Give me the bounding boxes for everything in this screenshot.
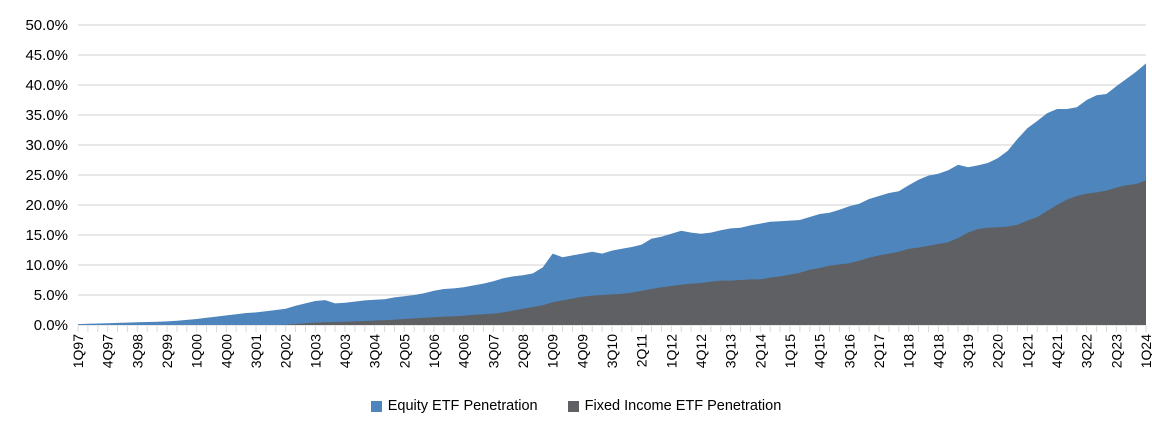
y-tick-label: 40.0%	[25, 77, 68, 94]
y-tick-label: 20.0%	[25, 197, 68, 214]
x-tick-label: 2Q05	[396, 334, 412, 368]
y-tick-label: 25.0%	[25, 167, 68, 184]
y-tick-label: 35.0%	[25, 107, 68, 124]
x-tick-label: 3Q04	[367, 334, 383, 368]
legend-label-fixed-income: Fixed Income ETF Penetration	[584, 398, 782, 414]
y-gridlines	[78, 24, 1146, 326]
x-tick-label: 3Q01	[248, 334, 264, 368]
legend-label-equity: Equity ETF Penetration	[387, 398, 538, 414]
x-tick-label: 3Q16	[841, 334, 857, 368]
legend-swatch-equity	[370, 400, 382, 412]
x-tick-marks	[77, 326, 1147, 332]
x-tick-label: 1Q15	[782, 334, 798, 368]
y-tick-label: 15.0%	[25, 227, 68, 244]
x-tick-label: 2Q23	[1108, 334, 1124, 368]
x-tick-label: 4Q03	[337, 334, 353, 368]
x-tick-label: 1Q09	[545, 334, 561, 368]
x-tick-label: 2Q14	[752, 334, 768, 368]
etf-penetration-area-chart: 0.0% 5.0% 10.0% 15.0% 20.0% 25.0% 30.0% 35.0% 40…	[25, 17, 1152, 368]
x-axis-labels: 1Q97 4Q97 3Q98 2Q99 1Q00 4Q00 3Q01 2Q02 1Q03 4Q03…	[70, 334, 1152, 368]
x-tick-label: 2Q99	[159, 334, 175, 368]
x-tick-label: 4Q12	[693, 334, 709, 368]
y-tick-label: 5.0%	[34, 287, 68, 304]
chart-legend: Equity ETF Penetration Fixed Income ETF …	[0, 398, 1152, 414]
x-tick-label: 3Q07	[485, 334, 501, 368]
y-tick-label: 50.0%	[25, 17, 68, 34]
x-tick-label: 1Q06	[426, 334, 442, 368]
x-tick-label: 3Q13	[723, 334, 739, 368]
legend-item-fixed-income: Fixed Income ETF Penetration	[567, 398, 782, 414]
y-tick-label: 45.0%	[25, 47, 68, 64]
x-tick-label: 4Q21	[1049, 334, 1065, 368]
fixed-income-area-series	[78, 180, 1146, 325]
x-tick-label: 2Q08	[515, 334, 531, 368]
x-tick-label: 1Q21	[1019, 334, 1035, 368]
y-tick-label: 30.0%	[25, 137, 68, 154]
x-tick-label: 1Q03	[307, 334, 323, 368]
legend-item-equity: Equity ETF Penetration	[370, 398, 538, 414]
x-tick-label: 4Q06	[456, 334, 472, 368]
x-tick-label: 4Q15	[812, 334, 828, 368]
y-tick-label: 0.0%	[34, 317, 68, 334]
x-tick-label: 3Q19	[960, 334, 976, 368]
x-tick-label: 4Q18	[930, 334, 946, 368]
x-tick-label: 1Q24	[1138, 334, 1152, 368]
x-tick-label: 3Q22	[1079, 334, 1095, 368]
x-tick-label: 1Q00	[189, 334, 205, 368]
legend-swatch-fixed-income	[567, 400, 579, 412]
x-tick-label: 4Q97	[100, 334, 116, 368]
x-tick-label: 2Q02	[278, 334, 294, 368]
x-tick-label: 2Q17	[871, 334, 887, 368]
x-tick-label: 1Q97	[70, 334, 86, 368]
x-tick-label: 2Q20	[990, 334, 1006, 368]
x-tick-label: 2Q11	[634, 334, 650, 367]
x-tick-label: 3Q10	[604, 334, 620, 368]
y-tick-label: 10.0%	[25, 257, 68, 274]
x-tick-label: 4Q09	[574, 334, 590, 368]
x-tick-label: 4Q00	[218, 334, 234, 368]
x-tick-label: 1Q12	[663, 334, 679, 368]
y-axis-labels: 0.0% 5.0% 10.0% 15.0% 20.0% 25.0% 30.0% 35.0% 40…	[25, 17, 68, 334]
x-tick-label: 1Q18	[901, 334, 917, 368]
x-tick-label: 3Q98	[129, 334, 145, 368]
